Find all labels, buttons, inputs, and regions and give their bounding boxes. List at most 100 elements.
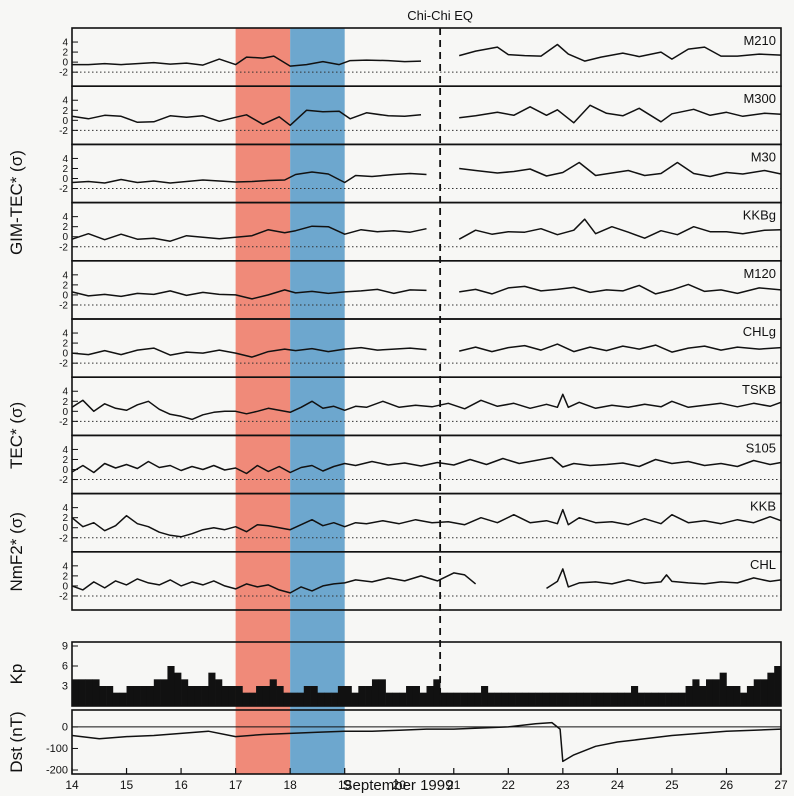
group-label: NmF2* (σ) (7, 512, 26, 591)
kp-bar (610, 692, 618, 706)
y-tick-label: 0 (62, 581, 68, 592)
series-line (459, 343, 782, 353)
kp-bar (317, 692, 325, 706)
kp-bar (508, 692, 516, 706)
series-label: TSKB (742, 382, 776, 397)
kp-bar (85, 679, 93, 706)
y-tick-label: 2 (62, 280, 68, 291)
x-tick-label: 15 (120, 778, 134, 792)
kp-bar (242, 692, 250, 706)
x-tick-label: 20 (393, 778, 407, 792)
series-label: CHL (750, 557, 776, 572)
x-tick-label: 22 (502, 778, 516, 792)
kp-bar (446, 692, 455, 706)
kp-bar (133, 686, 141, 706)
kp-bar (167, 666, 175, 706)
panel-chlg: 420-2 CHLg (59, 318, 782, 379)
x-axis: 14 15 16 17 18 19 20 21 22 23 24 25 26 27 (65, 768, 788, 792)
y-tick-label: -2 (59, 417, 68, 428)
kp-bar (208, 672, 216, 706)
kp-bar (671, 692, 680, 706)
kp-panel: 9 6 3 (62, 641, 782, 707)
group-label: GIM-TEC* (σ) (7, 150, 26, 255)
kp-bar (665, 692, 673, 706)
x-tick-label: 24 (611, 778, 625, 792)
y-tick-label: 2 (62, 164, 68, 175)
kp-bar (399, 692, 407, 706)
kp-bar (351, 692, 359, 706)
kp-bar (726, 686, 734, 706)
kp-bar (153, 679, 161, 706)
kp-bar (187, 686, 196, 706)
panel-frame (71, 318, 782, 379)
x-tick-label: 26 (720, 778, 734, 792)
kp-bar (358, 686, 366, 706)
y-tick-label: -2 (59, 533, 68, 544)
panel-m120: 420-2 M120 (59, 259, 782, 320)
kp-bar (658, 692, 666, 706)
kp-bar (419, 692, 427, 706)
y-tick-label: 0 (62, 58, 68, 69)
y-tick-label: 4 (62, 38, 68, 49)
kp-bar (774, 666, 782, 706)
series-line (459, 104, 782, 124)
kp-bar (119, 692, 127, 706)
series-label: KKB (750, 499, 776, 514)
kp-bar (733, 686, 741, 706)
kp-bar (140, 686, 148, 706)
y-tick-label: 0 (62, 523, 68, 534)
kp-bar (474, 692, 482, 706)
series-line (459, 43, 782, 62)
kp-bar (337, 686, 345, 706)
kp-bar (556, 692, 564, 706)
series-label: M300 (743, 91, 776, 106)
dst-line (71, 721, 782, 763)
kp-bar (719, 672, 727, 706)
series-line (71, 288, 427, 300)
panel-frame (71, 143, 782, 204)
y-tick-label: 0 (62, 349, 68, 360)
dst-frame (71, 709, 782, 775)
panel-frame (71, 201, 782, 262)
series-line (71, 572, 477, 594)
x-tick-label: 25 (665, 778, 679, 792)
series-line (72, 55, 422, 67)
kp-bar (460, 692, 468, 706)
kp-bar (426, 686, 434, 706)
kp-bar (603, 692, 611, 706)
series-label: CHLg (743, 324, 776, 339)
axis-labels: GIM-TEC* (σ) TEC* (σ) NmF2* (σ) Kp Dst (nT) (7, 150, 26, 773)
kp-bar (344, 686, 352, 706)
earthquake-label: Chi-Chi EQ (407, 8, 473, 23)
series-label: S105 (746, 440, 776, 455)
kp-bar (392, 692, 400, 706)
y-tick-label: 4 (62, 154, 68, 165)
kp-bar (712, 679, 720, 706)
kp-bar (453, 692, 461, 706)
group-label: Kp (7, 664, 26, 685)
kp-bar (228, 686, 236, 706)
kp-bar (651, 692, 659, 706)
kp-bar (521, 692, 530, 706)
kp-bar (746, 686, 755, 706)
kp-bar (256, 686, 264, 706)
panel-m210: 420-2 M210 (59, 27, 782, 88)
kp-bar (481, 686, 489, 706)
kp-bar (528, 692, 536, 706)
kp-bar (296, 692, 305, 706)
kp-bar (269, 679, 277, 706)
kp-bar (331, 692, 339, 706)
y-tick-label: -2 (59, 184, 68, 195)
series-line (459, 283, 782, 295)
highlight-band-1 (235, 28, 291, 774)
kp-bar (99, 686, 107, 706)
panel-frame (71, 550, 782, 611)
y-tick-label: 2 (62, 513, 68, 524)
panel-kkbg: 420-2 KKBg (59, 201, 782, 262)
series-label: M30 (751, 149, 776, 164)
kp-bar (494, 692, 502, 706)
panel-frame (71, 492, 782, 553)
kp-bar (440, 692, 448, 706)
kp-bar (678, 692, 686, 706)
